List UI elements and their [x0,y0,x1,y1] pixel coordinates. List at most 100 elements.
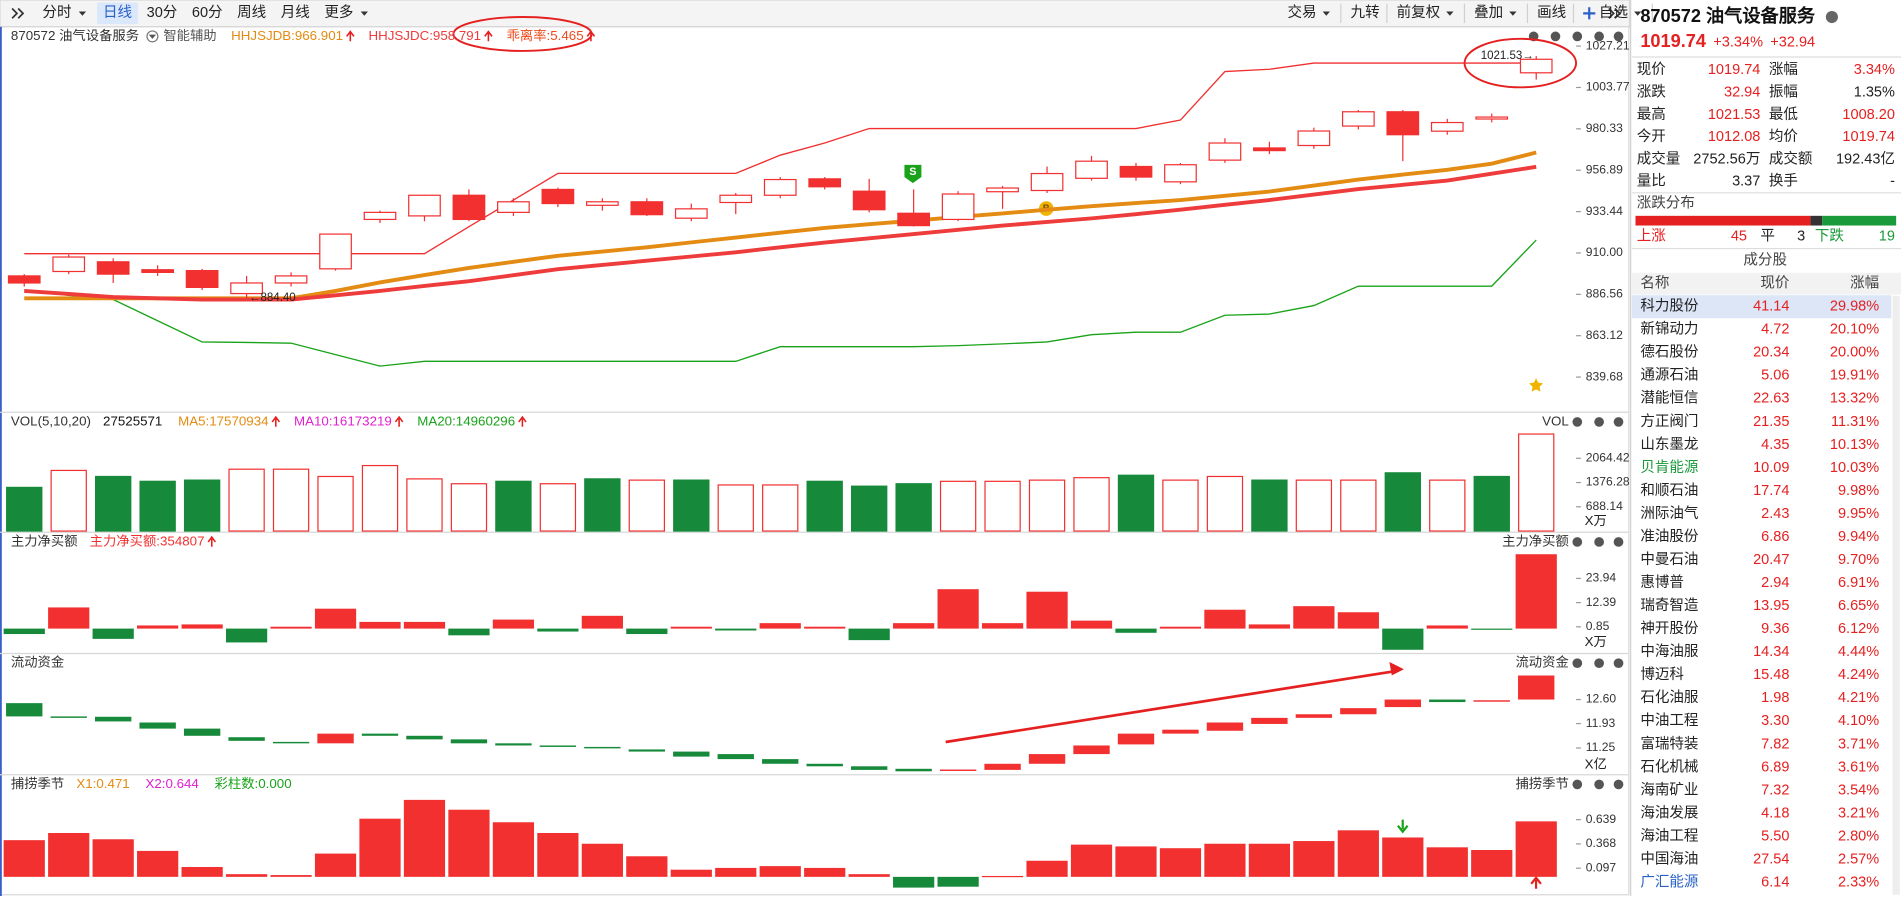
stock-change[interactable]: 3.54% [1838,782,1879,798]
stock-price[interactable]: 41.14 [1753,299,1789,315]
stock-change[interactable]: 4.21% [1838,690,1879,706]
panel-subtitle[interactable]: 智能辅助 [163,28,216,43]
stock-change[interactable]: 3.21% [1838,805,1879,821]
stock-price[interactable]: 6.89 [1761,759,1789,775]
stock-change[interactable]: 9.98% [1838,483,1879,499]
stock-name[interactable]: 中曼石油 [1640,551,1698,568]
stock-price[interactable]: 5.06 [1761,368,1789,384]
stock-change[interactable]: 3.71% [1838,736,1879,752]
stock-price[interactable]: 7.82 [1761,736,1789,752]
stock-name[interactable]: 广汇能源 [1640,873,1699,890]
settings-icon[interactable] [1572,417,1583,427]
help-icon[interactable] [1594,658,1604,669]
stock-price[interactable]: 1.98 [1761,690,1789,706]
stock-name[interactable]: 海油发展 [1640,804,1698,821]
stock-change[interactable]: 4.24% [1838,667,1879,683]
period-tab[interactable]: 60分 [192,4,223,21]
stock-name[interactable]: 中国海油 [1640,850,1698,867]
stock-price[interactable]: 27.54 [1753,851,1789,867]
stock-price[interactable]: 15.48 [1753,667,1789,683]
stock-price[interactable]: 4.72 [1761,322,1789,338]
stock-price[interactable]: 2.94 [1761,575,1789,591]
stock-change[interactable]: 19.91% [1830,368,1879,384]
stock-change[interactable]: 4.44% [1838,644,1879,660]
stock-price[interactable]: 21.35 [1753,414,1789,430]
stock-change[interactable]: 6.91% [1838,575,1879,591]
stock-name[interactable]: 通源石油 [1640,367,1698,384]
stock-price[interactable]: 20.34 [1753,345,1789,361]
help-icon[interactable] [1594,417,1604,427]
stock-name[interactable]: 准油股份 [1640,528,1699,545]
close-icon[interactable] [1613,417,1624,427]
period-tab[interactable]: 更多 [324,4,353,21]
info-icon[interactable] [1825,10,1838,24]
stock-change[interactable]: 6.65% [1838,598,1879,614]
stock-name[interactable]: 中油工程 [1640,712,1698,729]
help-icon[interactable] [1594,537,1604,547]
stock-price[interactable]: 10.09 [1753,460,1789,476]
tool-button[interactable]: 画线 [1537,4,1566,21]
stock-change[interactable]: 9.94% [1838,529,1879,545]
stock-name[interactable]: 贝肯能源 [1640,459,1699,476]
stock-change[interactable]: 20.10% [1830,322,1879,338]
stock-price[interactable]: 20.47 [1753,552,1789,568]
stock-name[interactable]: 惠博普 [1640,574,1684,591]
stock-price[interactable]: 4.35 [1761,437,1789,453]
stock-name[interactable]: 新锦动力 [1640,321,1698,338]
tool-button[interactable]: 前复权 [1397,3,1441,21]
stock-name[interactable]: 博迈科 [1640,666,1684,683]
dropdown-circle[interactable] [146,30,159,43]
period-tab[interactable]: 分时 [42,4,71,21]
stock-price[interactable]: 9.36 [1761,621,1789,637]
period-tab[interactable]: 30分 [147,4,178,21]
stock-price[interactable]: 13.95 [1753,598,1789,614]
stock-name[interactable]: 山东墨龙 [1640,436,1698,453]
settings-icon[interactable] [1572,779,1583,790]
stock-price[interactable]: 3.30 [1761,713,1789,729]
stock-change[interactable]: 10.03% [1830,460,1879,476]
stock-name[interactable]: 潜能恒信 [1640,390,1698,407]
stock-price[interactable]: 6.14 [1761,874,1789,890]
help-icon[interactable] [1594,31,1604,42]
stock-change[interactable]: 2.80% [1838,828,1879,844]
stock-change[interactable]: 3.61% [1838,759,1879,775]
settings-icon[interactable] [1572,31,1583,42]
stock-name[interactable]: 洲际油气 [1640,505,1698,522]
stock-change[interactable]: 13.32% [1830,391,1879,407]
stock-change[interactable]: 9.70% [1838,552,1879,568]
tool-button[interactable]: 交易 [1288,3,1317,21]
stock-change[interactable]: 2.57% [1838,851,1879,867]
stock-change[interactable]: 11.31% [1831,414,1879,430]
stock-name[interactable]: 瑞奇智造 [1640,597,1699,614]
stock-price[interactable]: 2.43 [1761,506,1789,522]
close-icon[interactable] [1613,658,1624,669]
stock-name[interactable]: 德石股份 [1640,344,1699,361]
period-tab[interactable]: 周线 [237,4,266,21]
stock-name[interactable]: 海南矿业 [1640,781,1698,798]
help-icon[interactable] [1594,779,1604,790]
stock-price[interactable]: 4.18 [1761,805,1789,821]
stock-name[interactable]: 石化油服 [1640,689,1699,706]
close-icon[interactable] [1613,31,1624,42]
stock-change[interactable]: 29.98% [1830,299,1879,315]
stock-price[interactable]: 22.63 [1753,391,1789,407]
settings-icon[interactable] [1572,537,1583,547]
settings-icon[interactable] [1572,658,1583,669]
stock-name[interactable]: 海油工程 [1640,827,1698,844]
stock-change[interactable]: 6.12% [1838,621,1879,637]
stock-name[interactable]: 方正阀门 [1640,413,1698,430]
stock-price[interactable]: 6.86 [1761,529,1789,545]
stock-price[interactable]: 7.32 [1761,782,1789,798]
stock-change[interactable]: 20.00% [1830,345,1879,361]
stock-price[interactable]: 5.50 [1761,828,1789,844]
tool-button[interactable]: 自选 [1599,4,1629,21]
stock-price[interactable]: 17.74 [1753,483,1789,499]
period-tab[interactable]: 日线 [103,4,132,21]
close-icon[interactable] [1613,779,1624,790]
expand-icon[interactable] [1608,7,1621,19]
stock-change[interactable]: 9.95% [1838,506,1879,522]
tool-button[interactable]: 九转 [1351,4,1380,21]
stock-change[interactable]: 2.33% [1838,874,1879,890]
tool-button[interactable]: 叠加 [1474,4,1503,21]
collapse-icon[interactable] [11,7,25,19]
